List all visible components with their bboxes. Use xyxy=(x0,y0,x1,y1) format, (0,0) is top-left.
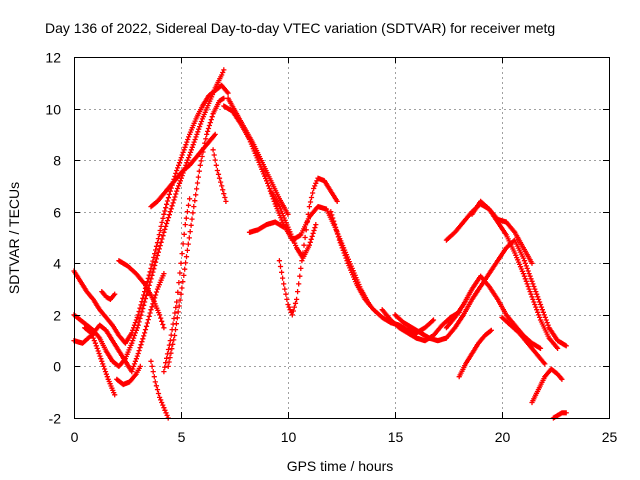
data-series-track-t xyxy=(392,237,569,349)
x-tick-label: 10 xyxy=(281,429,297,445)
data-series-track-q xyxy=(276,175,340,318)
x-tick-label: 5 xyxy=(178,429,186,445)
data-point-markers xyxy=(116,258,167,331)
data-series-track-w xyxy=(469,198,561,351)
data-point-markers xyxy=(268,188,319,261)
data-series-track-z xyxy=(529,366,565,406)
data-series-track-e xyxy=(99,289,118,302)
x-tick-label: 25 xyxy=(602,429,618,445)
y-tick-label: 12 xyxy=(45,50,61,66)
data-series-track-b xyxy=(71,67,227,369)
data-point-markers xyxy=(114,363,143,388)
data-point-markers xyxy=(82,325,118,398)
y-tick-label: 8 xyxy=(53,153,61,169)
y-tick-label: -2 xyxy=(49,411,62,427)
data-series-track-g xyxy=(116,258,167,331)
data-point-markers xyxy=(469,198,561,351)
data-point-markers xyxy=(148,131,218,210)
data-point-markers xyxy=(246,219,287,235)
x-tick-label: 15 xyxy=(388,429,404,445)
data-point-markers xyxy=(529,366,565,406)
data-series-track-zz xyxy=(550,410,569,421)
data-point-markers xyxy=(276,175,340,318)
data-point-markers xyxy=(550,410,569,421)
x-axis-title: GPS time / hours xyxy=(287,458,394,474)
data-series-track-f xyxy=(114,363,143,388)
data-series-track-k xyxy=(165,95,227,369)
data-point-markers xyxy=(328,209,437,336)
data-series-track-j xyxy=(161,196,193,375)
y-axis-title: SDTVAR / TECUs xyxy=(6,182,22,294)
chart-title: Day 136 of 2022, Sidereal Day-to-day VTE… xyxy=(45,20,555,36)
data-series-track-y xyxy=(499,314,548,367)
data-series-track-p xyxy=(268,188,319,261)
data-series-track-o xyxy=(246,219,287,235)
x-tick-label: 20 xyxy=(495,429,511,445)
data-series-track-r xyxy=(328,209,437,336)
data-point-markers xyxy=(165,95,227,369)
data-series-track-l xyxy=(210,147,229,204)
data-series-track-s xyxy=(379,307,462,344)
plot-frame xyxy=(74,57,610,419)
plot-area xyxy=(71,67,569,421)
data-series-track-x xyxy=(456,327,494,380)
y-tick-label: 6 xyxy=(53,205,61,221)
data-series-track-n xyxy=(221,103,372,308)
data-point-markers xyxy=(161,196,193,375)
data-point-markers xyxy=(99,289,118,302)
data-series-track-i xyxy=(148,131,218,210)
y-tick-label: 0 xyxy=(53,359,61,375)
data-point-markers xyxy=(71,67,227,369)
data-series-track-h xyxy=(148,358,171,421)
data-point-markers xyxy=(456,327,494,380)
grid xyxy=(74,57,609,418)
y-tick-label: 4 xyxy=(53,256,61,272)
data-point-markers xyxy=(499,314,548,367)
data-point-markers xyxy=(221,103,372,308)
data-point-markers xyxy=(392,237,569,349)
y-tick-label: 2 xyxy=(53,308,61,324)
axis-ticks: 0 5 10 15 20 25 -2 0 2 4 6 8 10 12 xyxy=(45,50,617,446)
data-point-markers xyxy=(148,358,171,421)
data-series-track-d xyxy=(82,325,118,398)
x-tick-label: 0 xyxy=(71,429,79,445)
y-tick-label: 10 xyxy=(45,102,61,118)
data-point-markers xyxy=(379,307,462,344)
data-point-markers xyxy=(210,147,229,204)
